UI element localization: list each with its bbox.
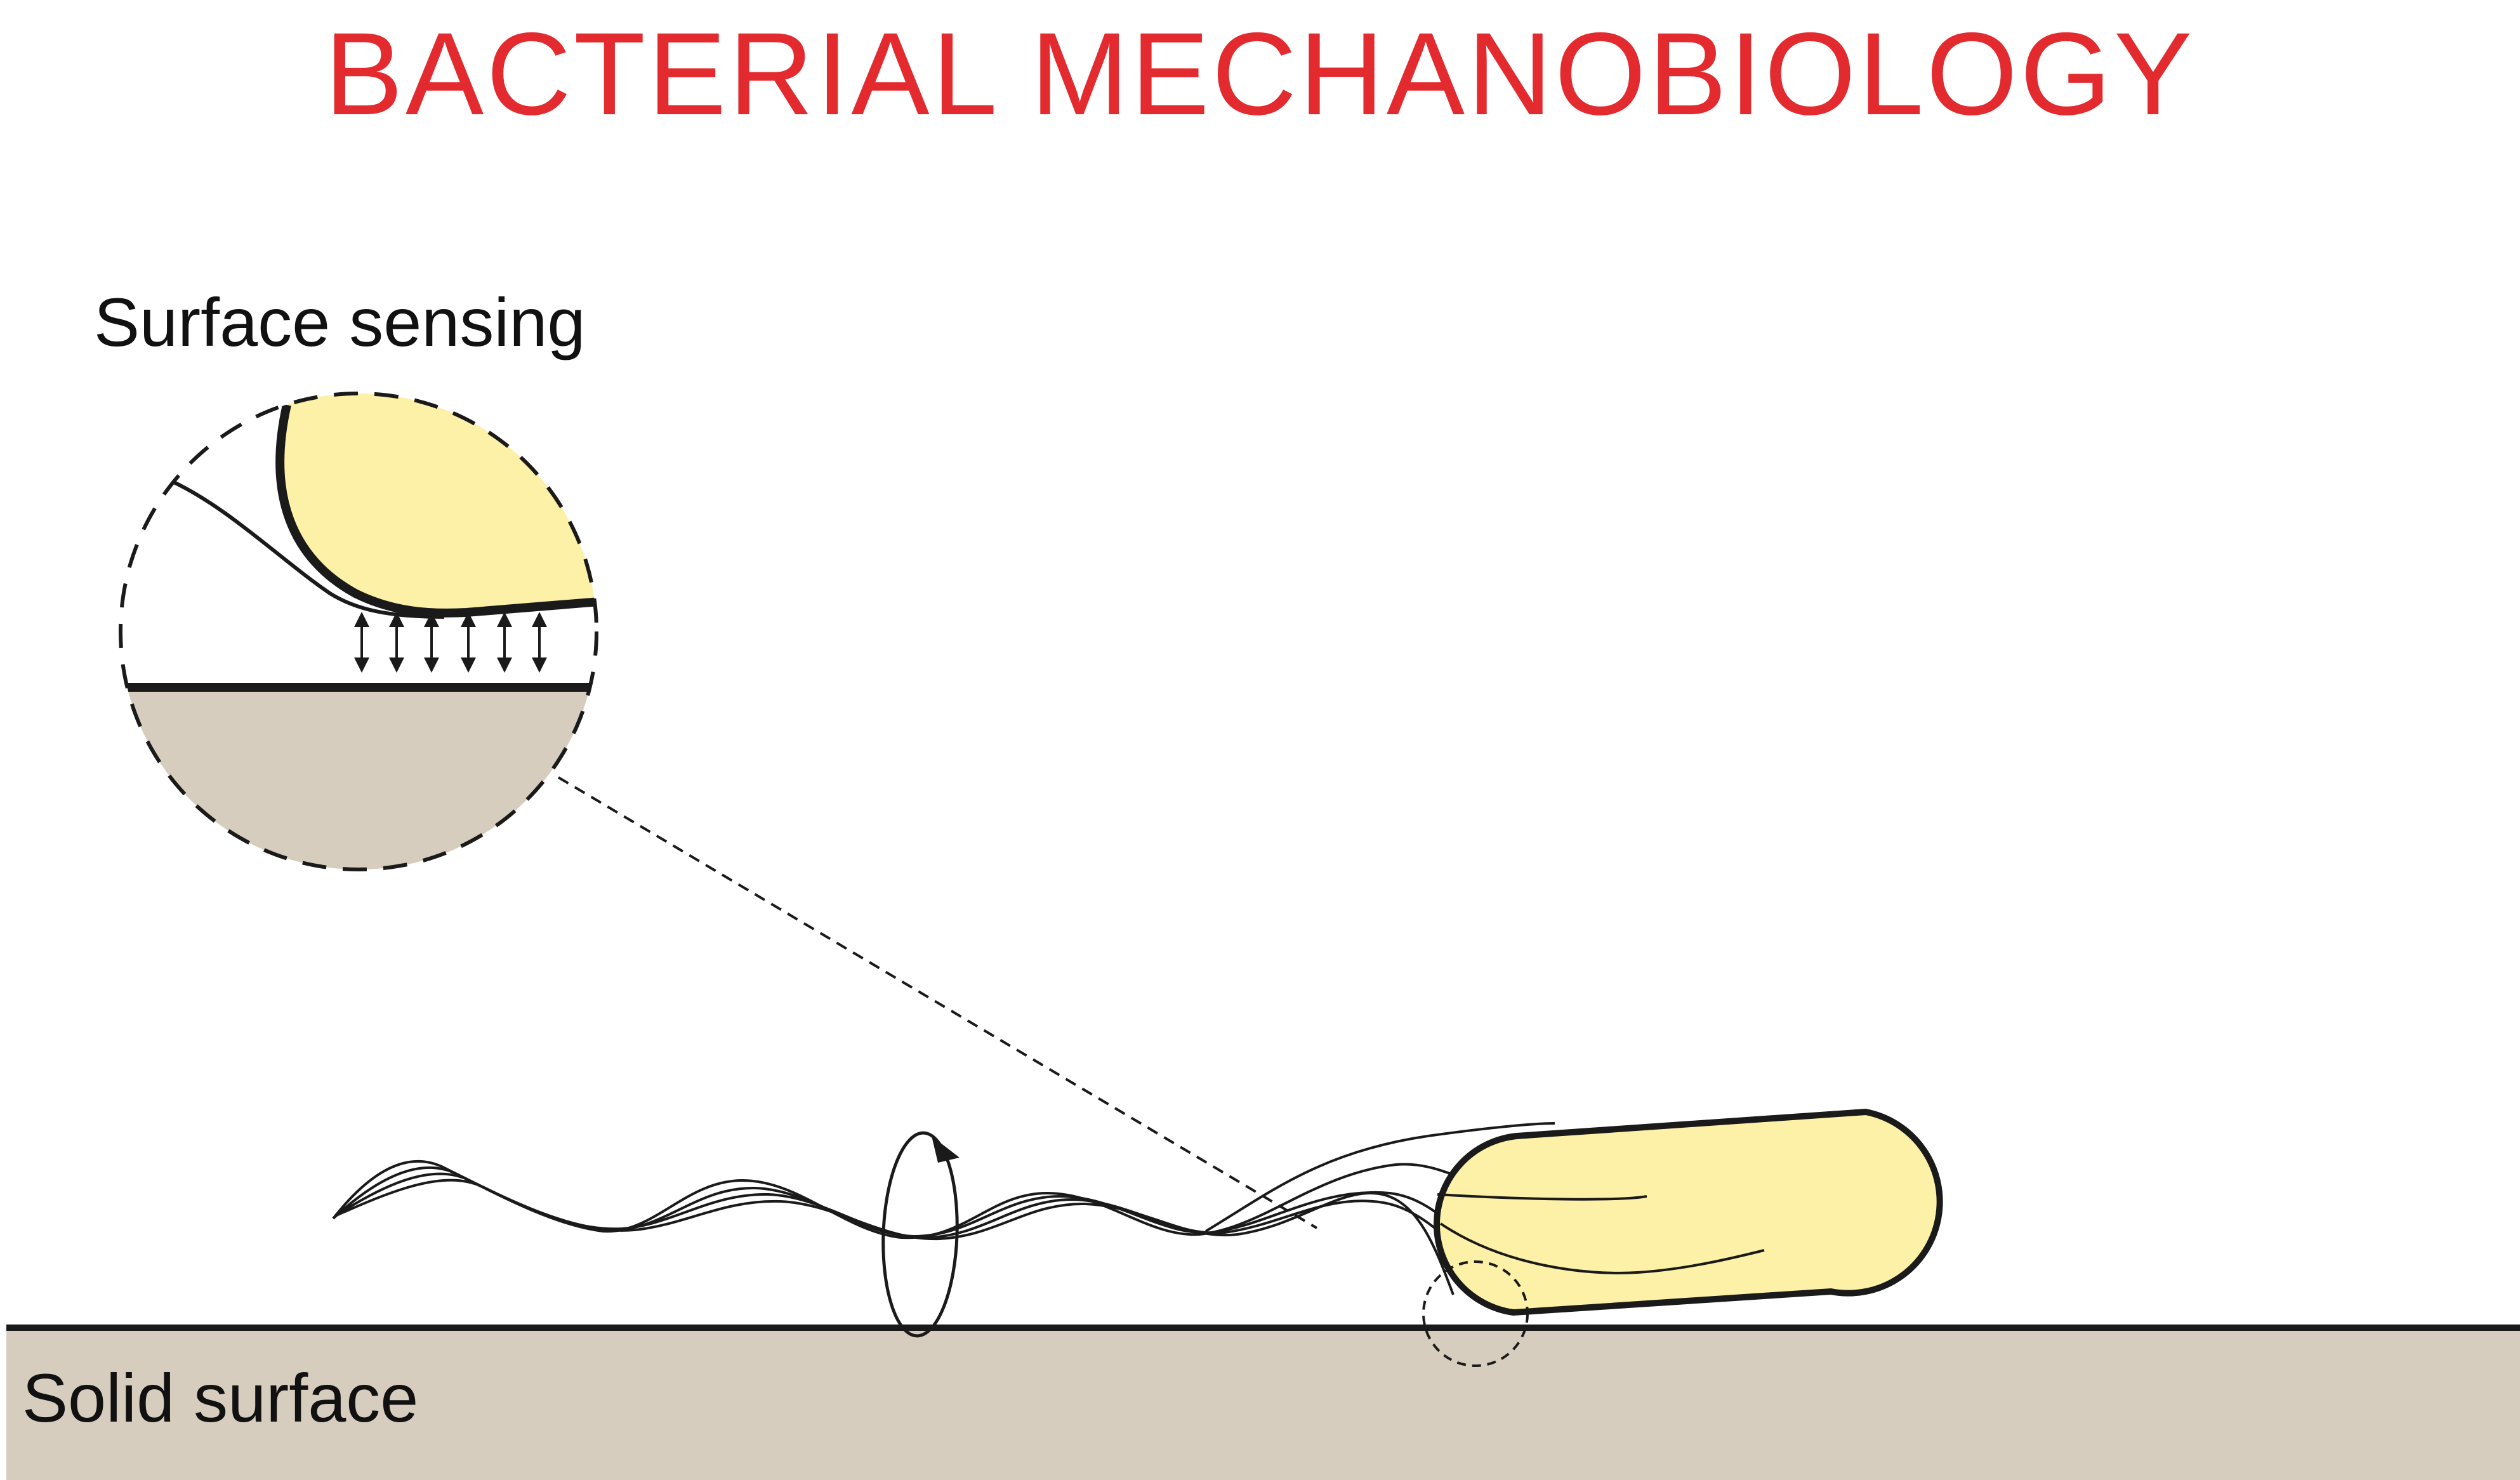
solid-surface: Solid surface [6, 1325, 2520, 1480]
rotation-arrowhead-icon [932, 1136, 960, 1163]
rotation-arrow [881, 1131, 960, 1338]
inset-surface-fill [121, 687, 597, 869]
flagellum [332, 1166, 1499, 1261]
cell-flagellum-inner [1437, 1193, 1647, 1201]
zoom-connector-line [557, 776, 1318, 1229]
flagellum [336, 1179, 1455, 1295]
diagram-title: BACTERIAL MECHANOBIOLOGY [325, 9, 2195, 140]
bacterial-cell [1434, 1108, 1943, 1316]
flagella-bundle [332, 1122, 1555, 1295]
surface-label: Solid surface [22, 1359, 418, 1436]
flagellum [335, 1172, 1480, 1271]
force-arrows [354, 612, 547, 673]
inset-boundary [119, 392, 598, 871]
cell-flagellum-inner [1439, 1222, 1765, 1274]
inset-label: Surface sensing [94, 284, 585, 360]
surface-fill [6, 1328, 2520, 1480]
flagellum [1204, 1122, 1555, 1232]
contact-point-circle [1422, 1260, 1529, 1367]
surface-sensing-inset [119, 392, 598, 871]
circular-rotation-arrow-icon [881, 1131, 959, 1338]
cell-body [1434, 1108, 1943, 1316]
